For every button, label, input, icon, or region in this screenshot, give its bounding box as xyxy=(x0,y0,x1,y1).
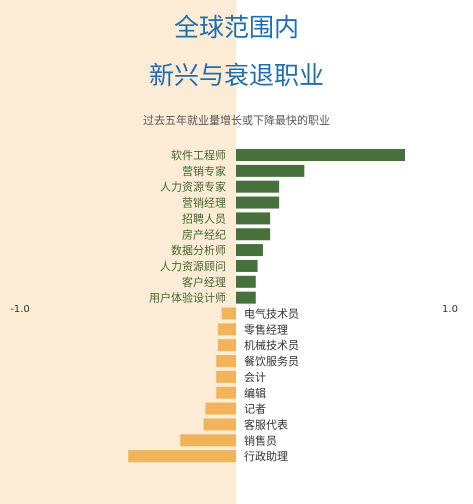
bar-12 xyxy=(218,323,236,336)
category-label-10: 用户体验设计师 xyxy=(149,291,226,305)
bar-14 xyxy=(216,355,236,368)
bar-3 xyxy=(236,180,280,193)
category-label-2: 营销专家 xyxy=(182,164,226,178)
bar-2 xyxy=(236,164,305,177)
bar-18 xyxy=(203,418,236,431)
category-label-4: 营销经理 xyxy=(182,196,226,210)
category-label-1: 软件工程师 xyxy=(171,148,226,162)
category-label-5: 招聘人员 xyxy=(182,211,226,225)
category-label-11: 电气技术员 xyxy=(244,307,299,321)
category-label-19: 销售员 xyxy=(244,433,277,447)
bar-19 xyxy=(180,434,236,447)
bar-15 xyxy=(216,370,236,383)
category-label-3: 人力资源专家 xyxy=(160,180,226,194)
bar-13 xyxy=(218,339,236,352)
category-label-12: 零售经理 xyxy=(244,322,288,336)
bar-7 xyxy=(236,244,263,257)
bar-4 xyxy=(236,196,280,209)
chart-title-line2: 新兴与衰退职业 xyxy=(148,61,324,90)
category-label-15: 会计 xyxy=(244,371,266,384)
category-label-18: 客服代表 xyxy=(244,417,288,431)
category-label-9: 客户经理 xyxy=(182,275,226,289)
bar-10 xyxy=(236,291,256,304)
bar-11 xyxy=(221,307,236,320)
category-label-17: 记者 xyxy=(244,403,266,416)
category-label-20: 行政助理 xyxy=(244,449,288,463)
category-label-14: 餐饮服务员 xyxy=(244,354,299,368)
bar-16 xyxy=(216,386,236,399)
category-label-16: 编辑 xyxy=(244,386,266,400)
left-background-panel xyxy=(0,0,236,504)
category-label-6: 房产经纪 xyxy=(182,227,226,241)
x-tick-label-max: 1.0 xyxy=(442,304,458,315)
category-label-7: 数据分析师 xyxy=(171,243,226,257)
x-tick-label-min: -1.0 xyxy=(10,304,30,315)
bar-8 xyxy=(236,259,258,272)
bar-5 xyxy=(236,212,271,225)
bar-20 xyxy=(128,450,236,463)
bar-9 xyxy=(236,275,256,288)
bar-6 xyxy=(236,228,271,241)
bar-1 xyxy=(236,149,405,161)
bar-17 xyxy=(205,402,236,415)
category-label-13: 机械技术员 xyxy=(244,338,299,352)
category-label-8: 人力资源顾问 xyxy=(160,259,226,273)
chart-subtitle: 过去五年就业量增长或下降最快的职业 xyxy=(143,114,330,127)
chart-title-line1: 全球范围内 xyxy=(173,13,299,42)
